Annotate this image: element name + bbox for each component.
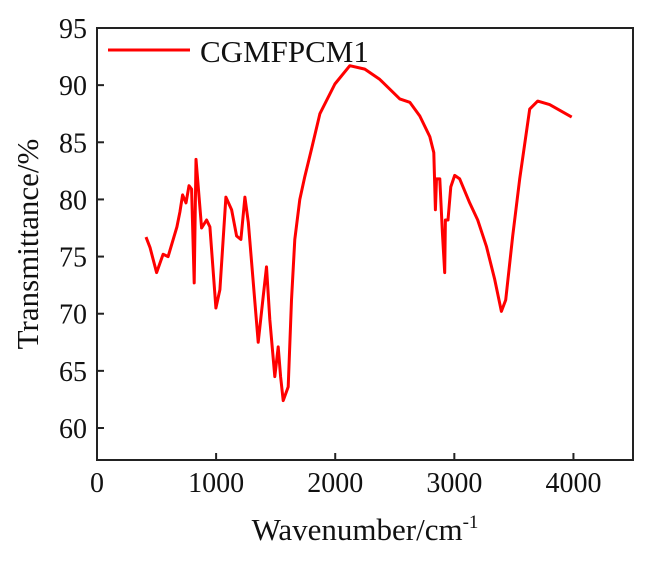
x-axis-label: Wavenumber/cm-1 [252, 512, 479, 547]
y-tick-label: 70 [59, 300, 87, 331]
x-tick-label: 4000 [545, 468, 601, 499]
legend: CGMFPCM1 [108, 34, 369, 69]
y-tick-label: 85 [59, 128, 87, 159]
y-tick-label: 60 [59, 414, 87, 445]
y-axis-label: Transmittance/% [10, 139, 45, 350]
x-tick-label: 3000 [426, 468, 482, 499]
x-tick-label: 1000 [188, 468, 244, 499]
x-tick-label: 0 [90, 468, 104, 499]
series-line-cgmfpcm1 [144, 64, 573, 403]
y-tick-label: 75 [59, 243, 87, 274]
plot-frame [96, 27, 634, 461]
x-tick-label: 2000 [307, 468, 363, 499]
legend-label: CGMFPCM1 [200, 34, 369, 69]
y-tick-label: 90 [59, 71, 87, 102]
y-tick-label: 95 [59, 14, 87, 45]
y-tick-label: 80 [59, 185, 87, 216]
y-tick-label: 65 [59, 357, 87, 388]
